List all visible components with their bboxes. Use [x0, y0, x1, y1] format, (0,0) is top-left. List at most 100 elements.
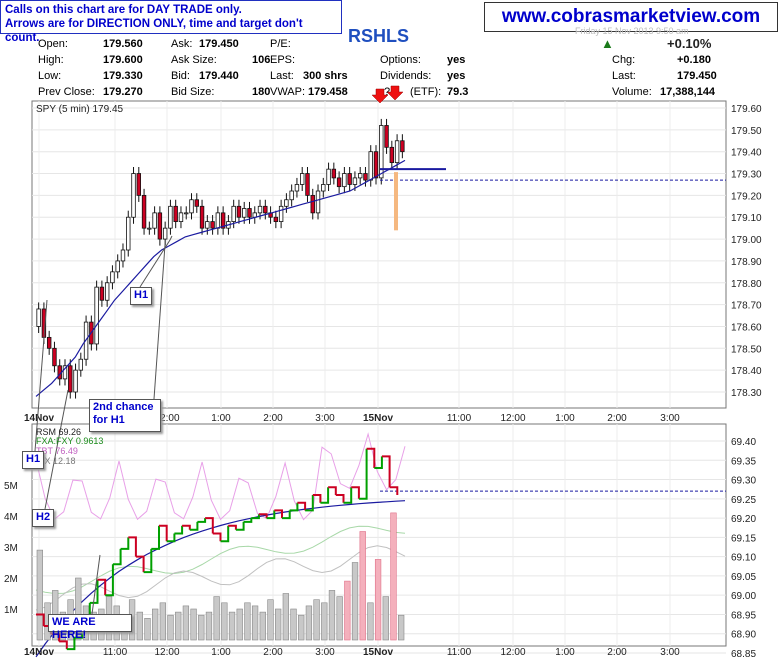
h1-leader-line [139, 235, 173, 288]
rsp-step [366, 447, 376, 468]
fxa-line [35, 525, 406, 595]
dividends-label: Dividends: [380, 70, 432, 82]
legend-tbt: TBT 76.49 [36, 446, 78, 456]
candle-down [141, 194, 147, 229]
volume-bar [159, 602, 166, 641]
h1-main-box: H1 [130, 287, 152, 305]
main-y-tick-label: 179.10 [731, 213, 762, 224]
candle-down [273, 216, 279, 223]
high-value: 179.600 [103, 54, 143, 66]
bid-value: 179.440 [199, 70, 239, 82]
lower-y-tick-label: 68.95 [731, 610, 756, 621]
candle-down [220, 212, 226, 229]
candle-up [278, 205, 284, 223]
candle-down [236, 205, 242, 218]
volume-bar [152, 608, 159, 641]
candle-down [136, 173, 141, 196]
volume-bar [228, 611, 236, 641]
main-y-tick-label: 178.60 [731, 322, 762, 333]
main-x-tick-label: 15Nov [363, 413, 393, 424]
h1-side-box: H1 [22, 451, 44, 469]
last-shares-value: 300 shrs [303, 70, 348, 82]
lower-x-tick-label: 1:00 [211, 647, 231, 658]
rsp-step [97, 578, 107, 596]
volume-bar [259, 611, 266, 641]
volume-bar [251, 605, 259, 641]
ma-line [35, 159, 406, 397]
open-value: 179.560 [103, 38, 143, 50]
rsp-step [212, 532, 222, 542]
lower-y-tick-label: 68.85 [731, 649, 756, 659]
candle-up [242, 208, 247, 218]
rsp-step [159, 524, 168, 542]
legend-fxa-name: FXA:FXY [36, 436, 74, 446]
main-y-tick-label: 179.30 [731, 170, 762, 181]
main-x-tick-label: 3:00 [315, 413, 335, 424]
volume-tick-label: 3M [4, 543, 18, 554]
candle-up [168, 205, 173, 229]
rsp-step [358, 448, 368, 500]
volume-bar [313, 599, 320, 641]
legend-rsm: RSM 69.26 [36, 427, 81, 437]
volume-tick-label: 5M [4, 481, 18, 492]
lower-x-tick-label: 11:00 [103, 647, 128, 658]
candle-down [46, 336, 52, 349]
lower-x-tick-label: 1:00 [555, 647, 575, 658]
candle-up [205, 221, 210, 229]
lower-x-tick-label: 2:00 [607, 647, 627, 658]
rsp-step [128, 536, 137, 557]
main-y-tick-label: 178.90 [731, 257, 762, 268]
candle-down [210, 221, 215, 229]
candle-up [73, 369, 78, 393]
rsp-step [112, 548, 122, 566]
etf-prefix: ? [384, 86, 391, 98]
volume-bar [351, 562, 359, 641]
pct-change: +0.10% [667, 36, 712, 51]
lower-x-tick-label: 2:00 [263, 647, 283, 658]
prev-close-label: Prev Close: [38, 86, 95, 98]
main-x-tick-label: 2:00 [263, 413, 283, 424]
candle-up [315, 190, 321, 214]
disclaimer-line-2: Arrows are for DIRECTION ONLY, time and … [5, 18, 303, 44]
rsp-step [89, 579, 99, 604]
candle-up [215, 212, 221, 229]
down-arrow-icon [386, 85, 404, 101]
candle-up [62, 365, 68, 380]
volume-bar [305, 605, 313, 641]
candle-down [384, 125, 389, 148]
volume-bar [290, 608, 297, 641]
vwap-value: 179.458 [308, 86, 348, 98]
rsp-step [389, 486, 399, 495]
candle-up [162, 227, 168, 240]
rsp-step [197, 518, 207, 523]
pe-label: P/E: [270, 38, 291, 50]
candle-up [120, 249, 126, 262]
volume-bar [36, 549, 43, 641]
lower-y-tick-label: 69.35 [731, 456, 756, 467]
rsp-step [312, 494, 322, 503]
candle-down [305, 173, 310, 196]
candle-up [231, 205, 236, 223]
lower-y-tick-label: 69.25 [731, 495, 756, 506]
rsp-step [51, 632, 61, 642]
legend-fxa: FXA:FXY 0.9613 [36, 436, 103, 446]
rsp-step [120, 537, 130, 550]
candle-down [331, 168, 337, 179]
candlesticks [36, 118, 405, 399]
volume-bar [175, 611, 182, 641]
candle-up [294, 184, 300, 192]
website-banner[interactable]: www.cobrasmarketview.com [484, 2, 778, 32]
moving-average-lines [35, 159, 726, 397]
rsp-step [66, 637, 76, 651]
candle-up [178, 212, 184, 223]
candle-up [342, 173, 347, 188]
lower-x-tick-label: 11:00 [447, 647, 472, 658]
candle-down [247, 208, 252, 218]
up-triangle-icon: ▲ [601, 36, 614, 51]
main-y-tick-label: 178.70 [731, 301, 762, 312]
main-y-tick-label: 179.20 [731, 191, 762, 202]
disclaimer-box: Calls on this chart are for DAY TRADE on… [0, 0, 342, 44]
candle-up [321, 184, 326, 192]
etf-label: (ETF): [410, 86, 442, 98]
candle-down [347, 173, 352, 185]
